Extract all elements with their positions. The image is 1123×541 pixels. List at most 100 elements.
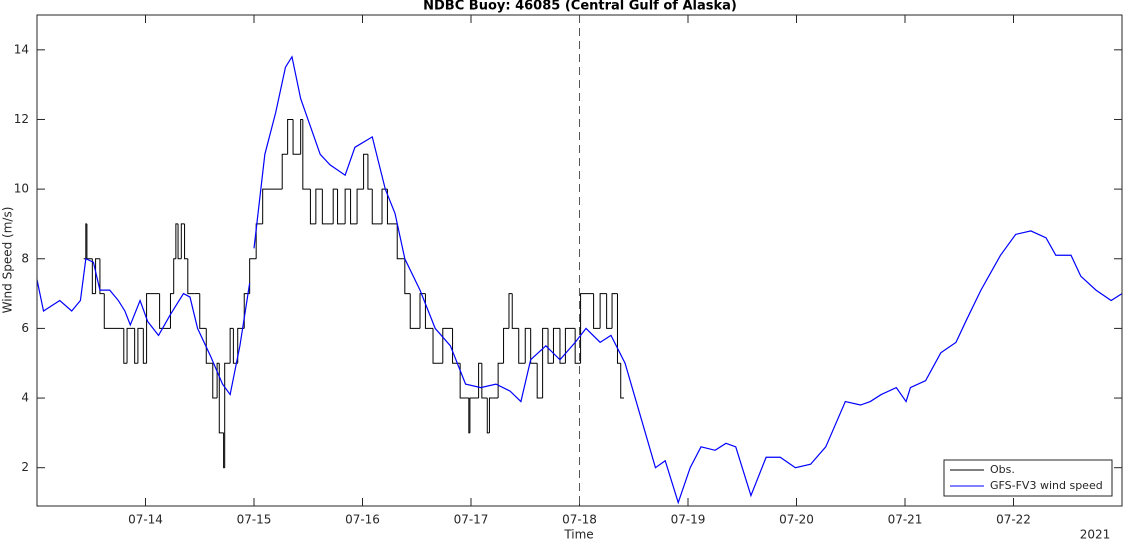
obs-step	[356, 188, 364, 224]
x-tick-label: 07-22	[996, 513, 1031, 527]
obs-step	[321, 189, 334, 225]
obs-step	[606, 293, 613, 329]
obs-step	[85, 223, 87, 259]
x-tick-label: 07-19	[671, 513, 706, 527]
obs-step	[249, 258, 257, 294]
legend-box	[943, 459, 1113, 497]
obs-step	[137, 327, 144, 364]
obs-step	[169, 293, 174, 329]
obs-step	[229, 327, 234, 364]
obs-step	[216, 362, 220, 399]
y-tick-label: 12	[14, 112, 29, 126]
obs-step	[593, 293, 601, 329]
obs-step	[95, 258, 100, 294]
obs-step	[559, 328, 566, 364]
obs-step	[620, 363, 624, 399]
series-line	[253, 55, 1123, 505]
x-tick-label: 07-16	[345, 513, 380, 527]
obs-step	[386, 189, 398, 225]
obs-step	[469, 397, 479, 433]
obs-step	[91, 258, 96, 295]
obs-step	[315, 188, 323, 224]
series-line	[36, 257, 251, 397]
obs-step	[146, 293, 160, 364]
plot-frame	[36, 14, 1123, 507]
obs-step	[292, 119, 301, 155]
x-tick-label: 07-14	[128, 513, 163, 527]
x-tick-label: 07-15	[237, 513, 272, 527]
obs-step	[262, 188, 283, 224]
obs-step	[173, 258, 176, 294]
obs-step	[134, 328, 138, 364]
obs-step	[344, 188, 351, 224]
y-tick-label: 2	[21, 460, 29, 474]
obs-step	[287, 118, 294, 155]
x-tick-label: 07-21	[888, 513, 923, 527]
y-tick-label: 6	[21, 321, 29, 335]
y-tick-label: 8	[21, 251, 29, 265]
obs-step	[611, 293, 618, 329]
obs-step	[218, 363, 224, 434]
x-tick-label: 07-20	[779, 513, 814, 527]
obs-step	[432, 328, 443, 364]
obs-step	[332, 188, 338, 224]
obs-step	[552, 327, 560, 364]
obs-step	[175, 223, 179, 259]
obs-step	[478, 362, 482, 399]
obs-step	[530, 328, 538, 364]
obs-step	[442, 327, 453, 364]
obs-step	[419, 293, 426, 329]
x-year-label: 2021	[1080, 528, 1111, 541]
obs-step	[187, 258, 195, 295]
obs-step	[481, 363, 488, 399]
obs-step	[547, 328, 554, 364]
obs-step	[518, 328, 526, 364]
obs-step	[99, 258, 105, 295]
obs-step	[199, 293, 207, 329]
obs-step	[503, 327, 509, 364]
obs-step	[488, 397, 499, 433]
obs-step	[126, 327, 135, 364]
obs-step	[497, 362, 504, 399]
obs-step	[524, 327, 531, 364]
obs-step	[404, 258, 411, 295]
obs-step	[337, 189, 346, 225]
chart-title: NDBC Buoy: 46085 (Central Gulf of Alaska…	[423, 0, 737, 14]
obs-step	[281, 153, 288, 190]
obs-step	[103, 293, 121, 329]
x-tick-label: 07-17	[454, 513, 489, 527]
obs-step	[574, 328, 581, 364]
obs-step	[486, 398, 490, 434]
obs-step	[302, 119, 311, 190]
obs-step	[309, 189, 316, 225]
obs-step	[536, 363, 543, 399]
obs-step	[123, 328, 128, 364]
obs-step	[564, 327, 576, 364]
obs-step	[371, 189, 383, 225]
x-axis-label: Time	[563, 528, 593, 541]
obs-step	[184, 223, 188, 260]
obs-step	[616, 293, 621, 364]
obs-step	[599, 293, 607, 329]
obs-step	[396, 223, 405, 260]
y-tick-label: 14	[14, 42, 29, 56]
obs-step	[255, 223, 263, 259]
obs-step	[363, 153, 368, 190]
obs-step	[367, 154, 373, 190]
obs-step	[180, 223, 185, 259]
y-axis-label: Wind Speed (m/s)	[1, 207, 15, 314]
obs-step	[224, 362, 231, 468]
y-tick-label: 10	[14, 182, 29, 196]
obs-step	[142, 328, 147, 364]
obs-step	[159, 293, 166, 329]
obs-step	[508, 293, 513, 329]
obs-step	[350, 189, 358, 225]
obs-step	[177, 223, 182, 260]
obs-step	[459, 363, 469, 399]
y-tick-label: 4	[21, 391, 29, 405]
x-tick-label: 07-18	[562, 513, 597, 527]
legend-label: Obs.	[990, 463, 1015, 476]
obs-step	[542, 327, 549, 399]
